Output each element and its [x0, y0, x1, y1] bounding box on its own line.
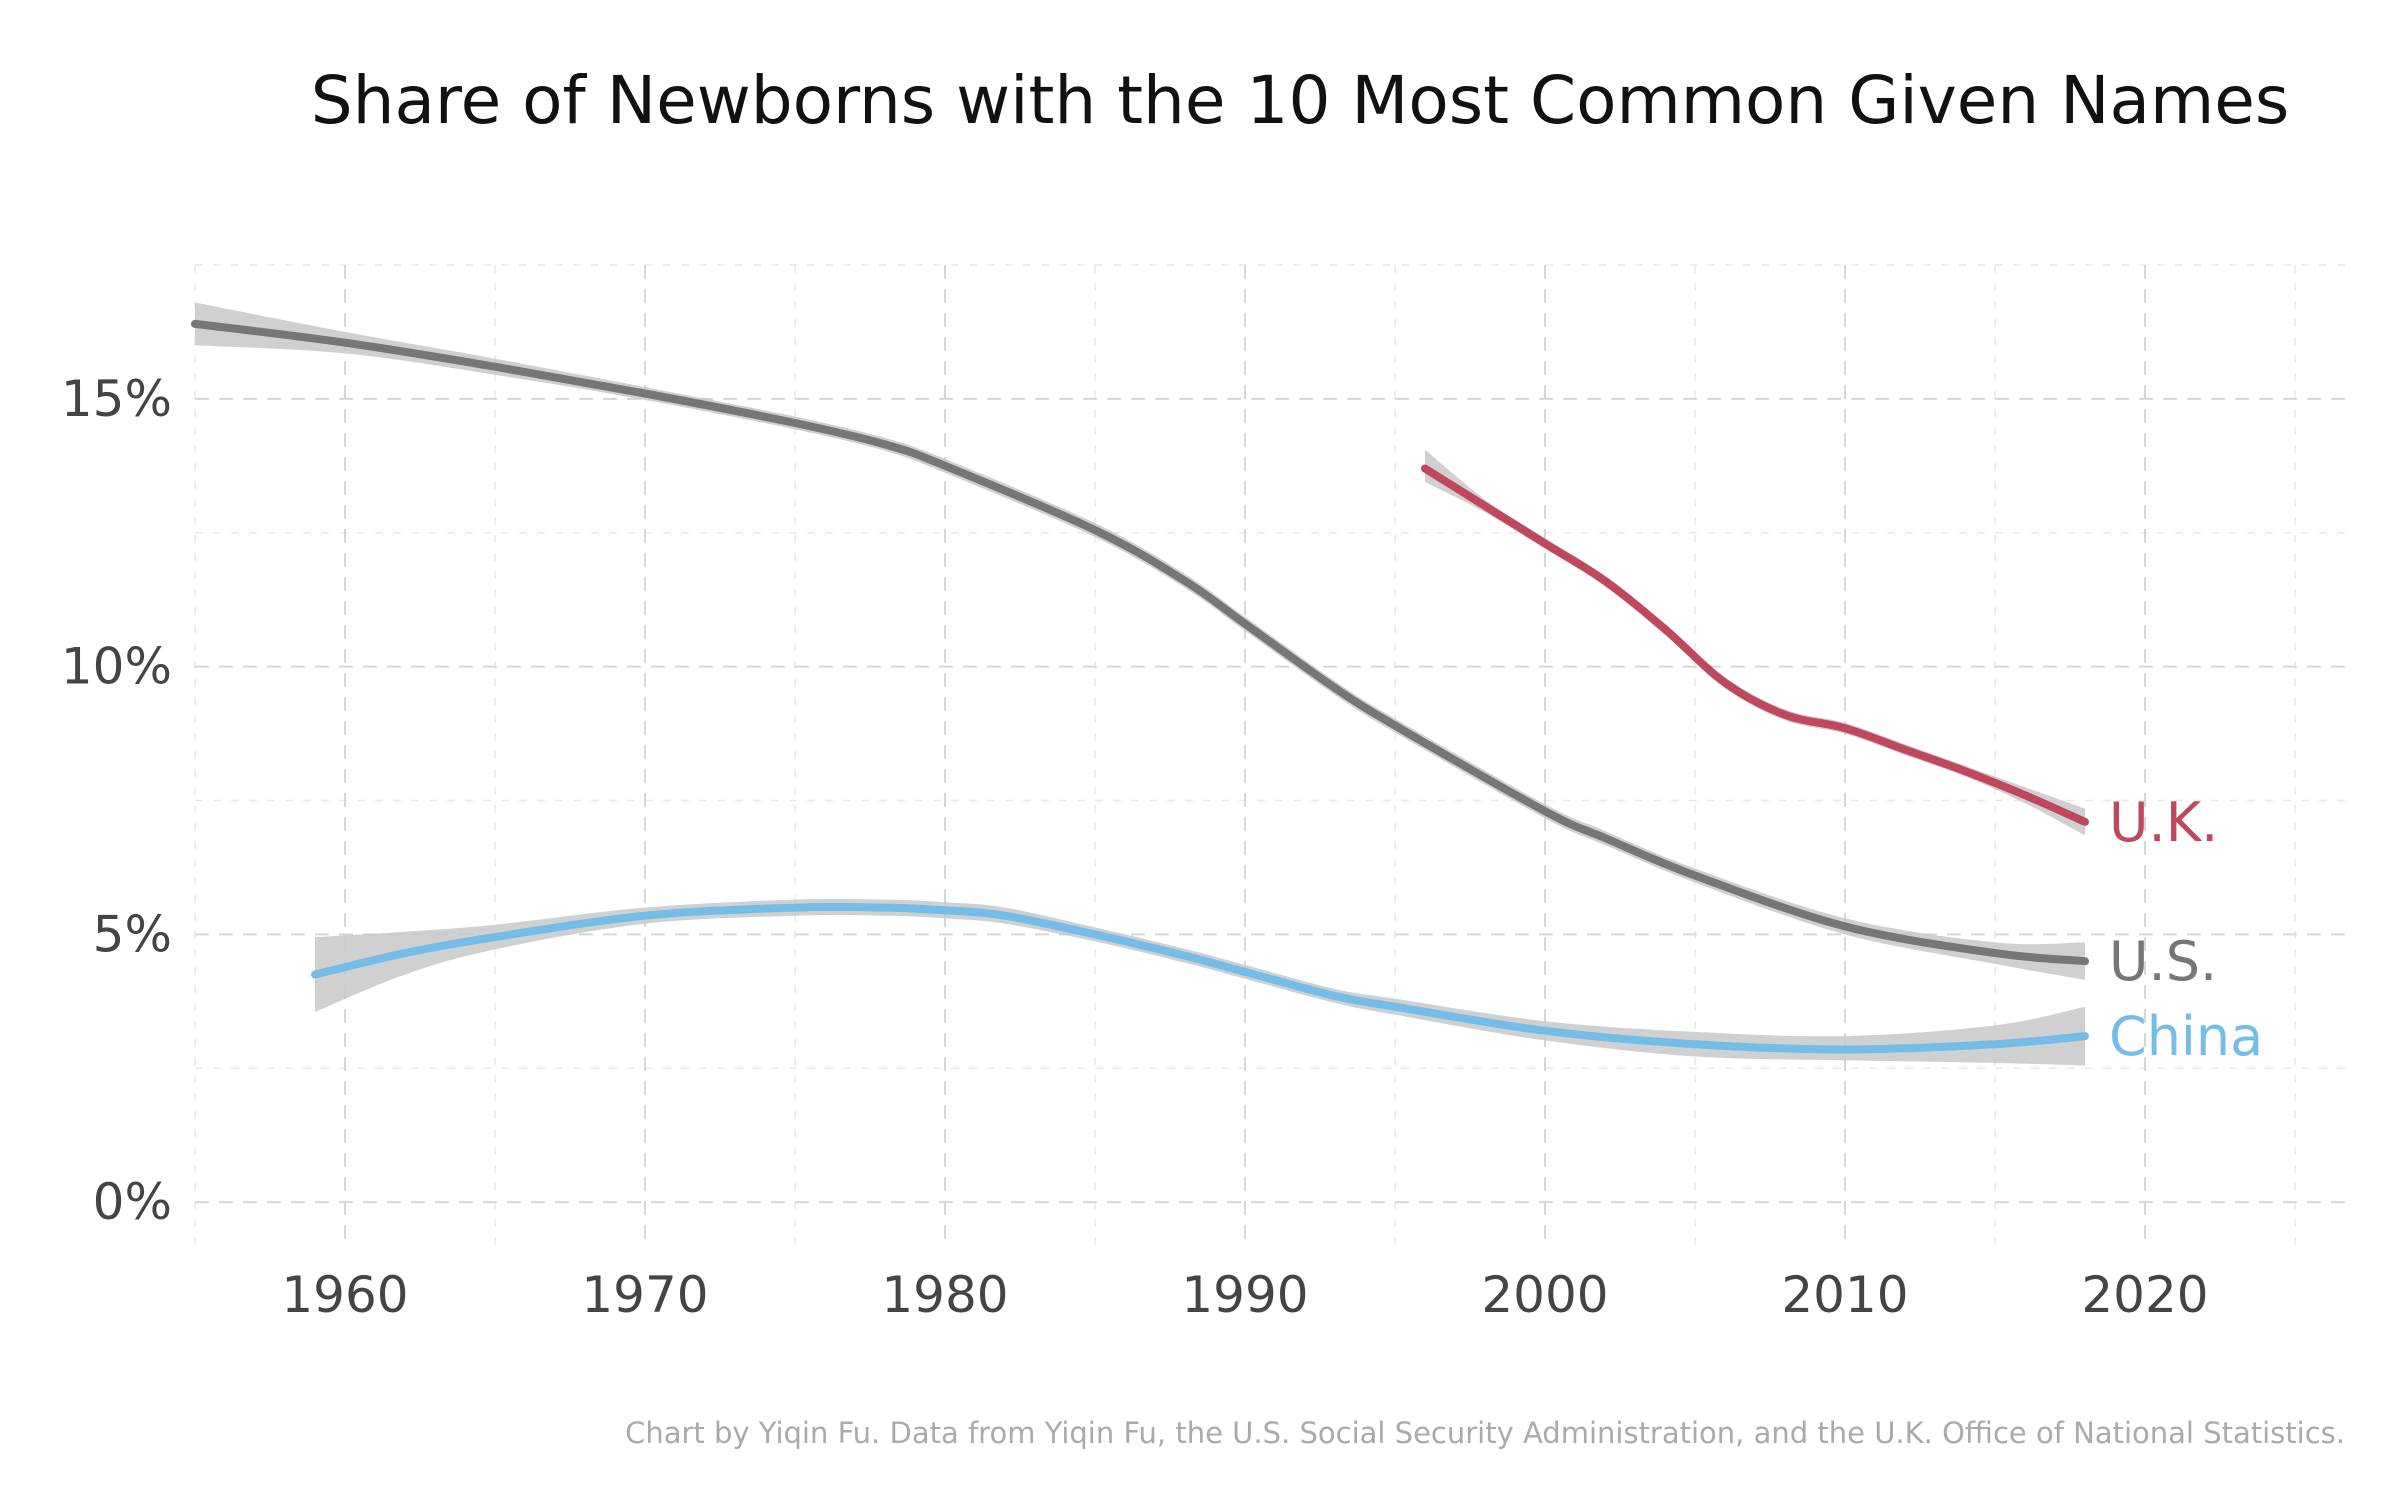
x-tick-label: 1970 [581, 1266, 708, 1324]
u-k-series-line [1421, 464, 2089, 826]
confidence-ribbons [195, 302, 2085, 1066]
y-tick-label: 5% [93, 905, 172, 963]
series-lines [191, 319, 2089, 1054]
china-series-line [311, 902, 2089, 1054]
u-s-series-line [191, 319, 2089, 966]
minor-gridlines [194, 264, 2355, 1245]
u-k-series-label: U.K. [2109, 791, 2218, 854]
x-tick-label: 1980 [881, 1266, 1008, 1324]
chart-title: Share of Newborns with the 10 Most Commo… [311, 62, 2290, 139]
series-labels: U.S. U.K. China [2109, 791, 2263, 1068]
x-tick-label: 1990 [1181, 1266, 1308, 1324]
y-tick-label: 15% [61, 370, 172, 428]
u-s-series-label: U.S. [2109, 930, 2217, 993]
major-gridlines [195, 265, 2355, 1245]
x-tick-label: 2000 [1481, 1266, 1608, 1324]
x-tick-label: 1960 [281, 1266, 408, 1324]
y-axis-tick-labels: 0% 5% 10% 15% [61, 370, 172, 1231]
x-tick-label: 2010 [1781, 1266, 1908, 1324]
y-tick-label: 10% [61, 638, 172, 696]
x-tick-label: 2020 [2081, 1266, 2208, 1324]
china-series-label: China [2109, 1005, 2263, 1068]
chart-caption: Chart by Yiqin Fu. Data from Yiqin Fu, t… [625, 1416, 2345, 1450]
u-s-confidence-ribbon [195, 302, 2085, 980]
y-tick-label: 0% [93, 1173, 172, 1231]
x-axis-tick-labels: 1960 1970 1980 1990 2000 2010 2020 [281, 1266, 2208, 1324]
